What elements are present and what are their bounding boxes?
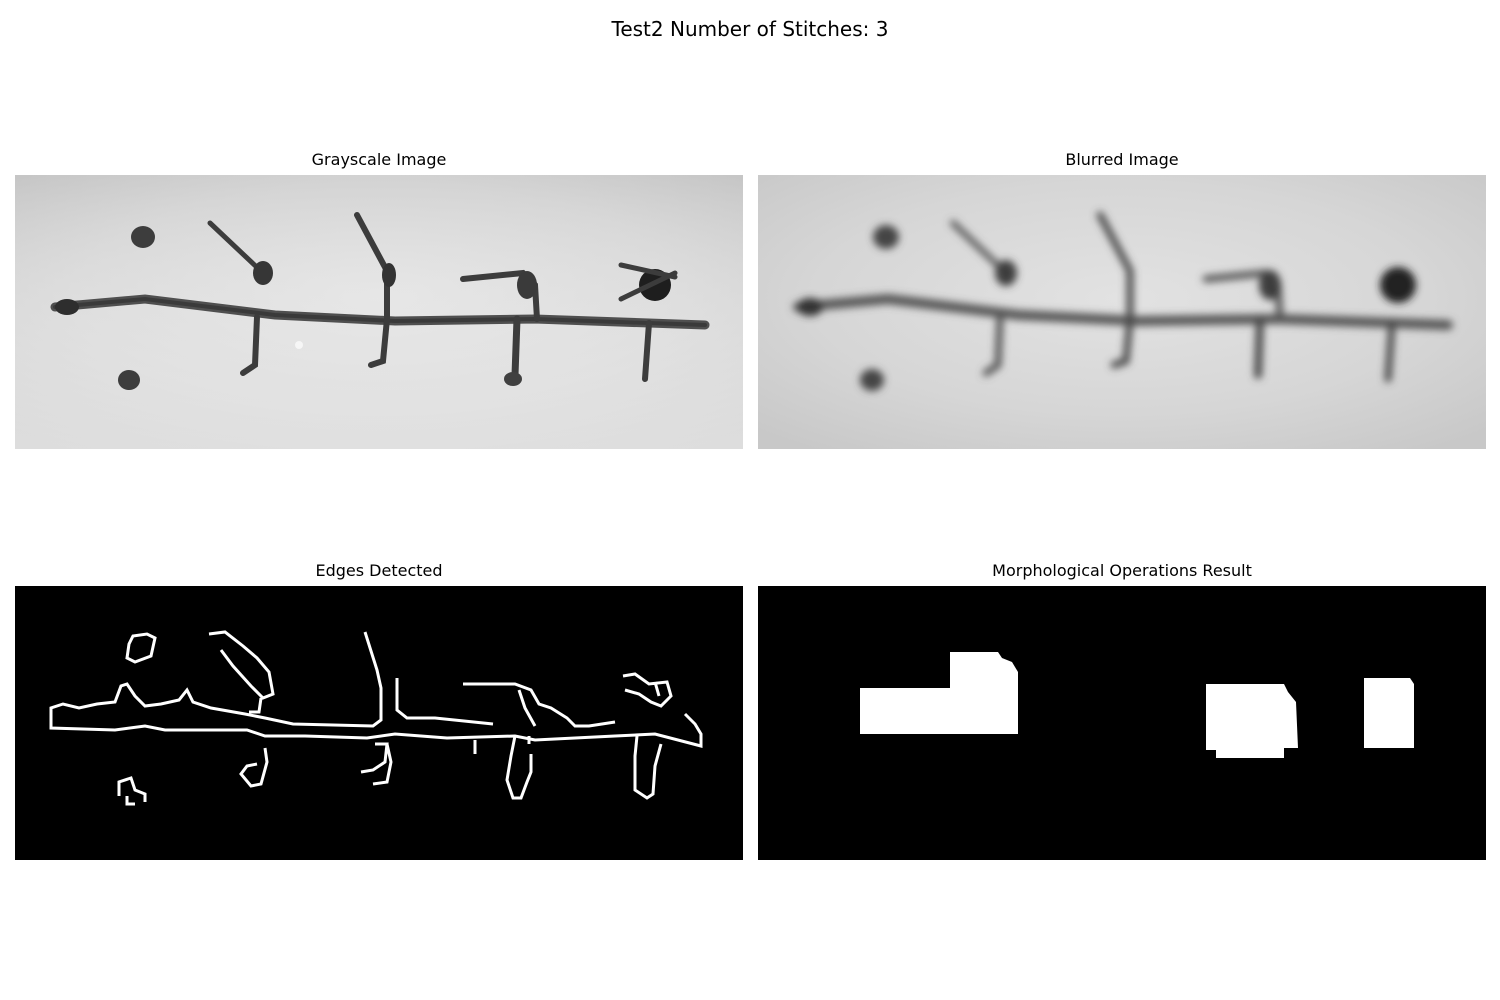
edges-panel-title: Edges Detected [315, 561, 443, 580]
edge-stitch-5 [622, 672, 673, 800]
morph-image-canvas [758, 586, 1486, 860]
blurred-image-canvas [758, 175, 1486, 449]
stitches [118, 212, 678, 390]
blurred-panel-title: Blurred Image [1065, 150, 1179, 169]
edges-image-canvas [15, 586, 743, 860]
morph-panel-title: Morphological Operations Result [992, 561, 1252, 580]
edge-stitch-4 [463, 682, 616, 800]
stitch-region-2 [1206, 684, 1298, 758]
edge-stitch-1-bottom [117, 776, 147, 806]
grayscale-panel-title: Grayscale Image [311, 150, 447, 169]
edge-small-marks [473, 736, 531, 754]
figure-title: Test2 Number of Stitches: 3 [611, 17, 889, 41]
edge-stitch-3-bottom [360, 742, 393, 786]
stitch-region-3 [1364, 678, 1414, 748]
suture-line [50, 294, 710, 330]
edges-image [15, 586, 743, 860]
edge-suture-bottom [49, 712, 703, 748]
edge-stitch-1-loop [125, 632, 157, 664]
edge-stitch-2-bottom [239, 747, 269, 788]
grayscale-image-canvas [15, 175, 743, 449]
blurred-image [758, 175, 1486, 449]
edge-stitch-3-center [395, 678, 494, 726]
stitch-region-1 [860, 652, 1018, 734]
edge-stitch-2 [208, 630, 275, 714]
edge-suture-top [49, 631, 383, 728]
grayscale-image [15, 175, 743, 449]
morph-image [758, 586, 1486, 860]
